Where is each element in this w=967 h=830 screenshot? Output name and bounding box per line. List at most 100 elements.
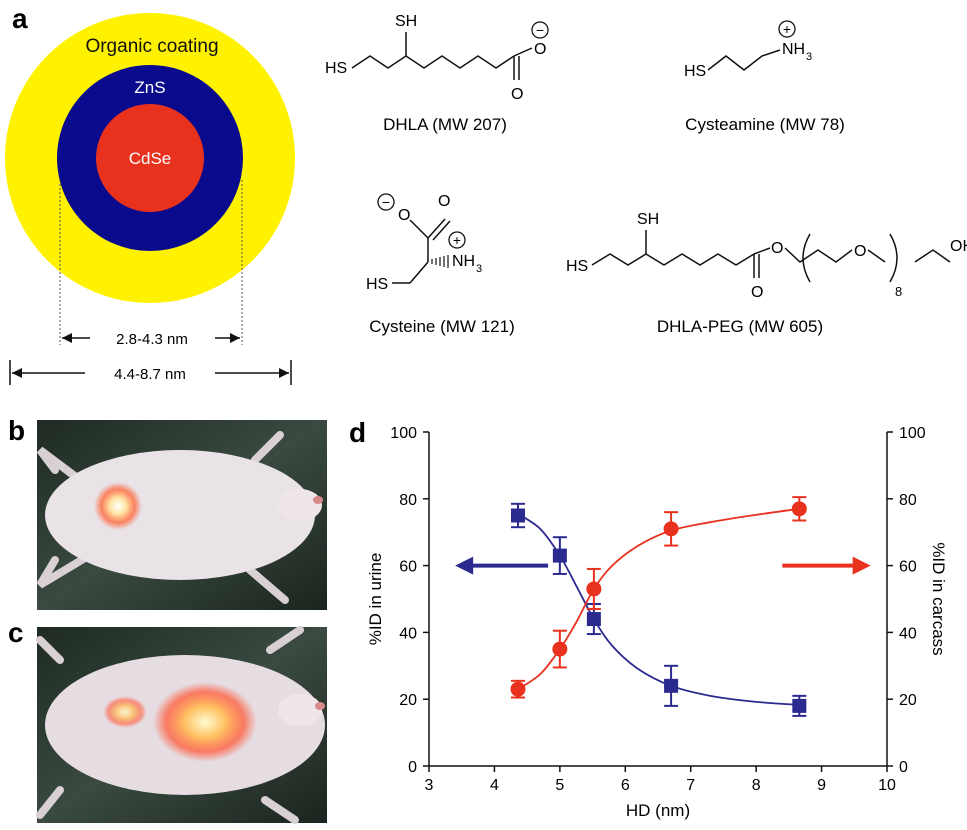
y-axis-label-right: %ID in carcass — [929, 542, 945, 655]
cysteine-negative-charge-icon — [377, 193, 395, 211]
cysteine-o-single: O — [398, 207, 410, 224]
dhla-o-double: O — [511, 86, 523, 103]
x-tick-label: 8 — [752, 777, 761, 794]
cysteine-nh-atom: NH — [452, 253, 475, 270]
x-tick-label: 10 — [878, 777, 896, 794]
y-tick-label-right: 0 — [899, 759, 908, 776]
y-tick-label-right: 100 — [899, 425, 926, 442]
arrow-head-urine — [455, 556, 474, 575]
dhla-peg-o-ester: O — [771, 240, 783, 257]
glow-spot-c-liver — [153, 682, 257, 762]
data-point-carcass — [663, 521, 679, 537]
inner-dim-arrowhead-right — [230, 333, 240, 343]
x-tick-label: 3 — [425, 777, 434, 794]
panel-label-a: a — [12, 3, 28, 34]
cysteine-structure — [392, 218, 451, 284]
chart-error-bars — [510, 496, 807, 717]
dhla-peg-sh-atom: SH — [637, 211, 659, 228]
data-point-urine — [792, 698, 807, 713]
curve-urine — [517, 513, 800, 706]
x-tick-label: 9 — [817, 777, 826, 794]
data-point-carcass — [586, 581, 602, 597]
dhla-peg-hs-atom: HS — [566, 258, 588, 275]
outer-dim-arrowhead-right — [279, 368, 289, 378]
dhla-caption: DHLA (MW 207) — [383, 115, 507, 134]
y-tick-label-right: 80 — [899, 492, 917, 509]
data-point-carcass — [552, 641, 568, 657]
cysteamine-structure — [707, 49, 781, 71]
glow-spot-c-bladder — [103, 696, 147, 728]
cysteine-hashed-bond — [431, 255, 449, 268]
organic-coating-label: Organic coating — [85, 36, 218, 57]
dhla-peg-caption: DHLA-PEG (MW 605) — [657, 317, 823, 336]
zns-label: ZnS — [134, 78, 165, 97]
data-point-urine — [586, 612, 601, 627]
cysteamine-nh3-subscript: 3 — [806, 51, 812, 63]
data-point-carcass — [510, 681, 526, 697]
data-point-urine — [552, 548, 567, 563]
inner-dimension-label: 2.8-4.3 nm — [116, 331, 188, 348]
panel-a: a Organic coating ZnS CdSe 2.8-4.3 nm 4.… — [5, 3, 967, 385]
cysteamine-nh-atom: NH — [782, 41, 805, 58]
x-tick-label: 6 — [621, 777, 630, 794]
cysteine-hs-atom: HS — [366, 276, 388, 293]
chart-arrows — [455, 556, 871, 575]
curve-carcass — [517, 507, 800, 690]
dhla-structure — [351, 32, 533, 80]
outer-dim-arrowhead-left — [12, 368, 22, 378]
panels-b-c: b c — [8, 415, 327, 824]
cdse-label: CdSe — [129, 149, 172, 168]
dhla-negative-charge-icon — [531, 21, 549, 39]
panel-label-b: b — [8, 415, 25, 446]
y-tick-label-left: 20 — [399, 692, 417, 709]
dhla-peg-oh: OH — [950, 238, 967, 255]
cysteine-minus-sign: − — [382, 194, 390, 210]
y-tick-label-left: 40 — [399, 625, 417, 642]
cysteine-caption: Cysteine (MW 121) — [369, 317, 514, 336]
y-tick-label-left: 0 — [408, 759, 417, 776]
dhla-minus-sign: − — [536, 22, 544, 38]
dhla-sh-atom: SH — [395, 13, 417, 30]
data-point-urine — [510, 508, 525, 523]
arrow-head-carcass — [852, 556, 871, 575]
dhla-peg-o-ether: O — [854, 243, 866, 260]
cysteine-plus-sign: + — [453, 232, 461, 248]
data-point-carcass — [791, 501, 807, 517]
cysteine-nh3-subscript: 3 — [476, 263, 482, 275]
dhla-peg-o-double: O — [751, 284, 763, 301]
y-axis-label-left: %ID in urine — [366, 553, 385, 646]
chart-markers — [510, 501, 807, 713]
panel-label-d: d — [349, 417, 366, 448]
cysteamine-caption: Cysteamine (MW 78) — [685, 115, 845, 134]
dhla-peg-repeat-subscript: 8 — [895, 284, 902, 299]
x-axis-label: HD (nm) — [626, 801, 690, 820]
inner-dim-arrowhead-left — [62, 333, 72, 343]
dhla-o-single: O — [534, 41, 546, 58]
cysteamine-positive-charge-icon — [778, 20, 796, 38]
glow-spot-b — [94, 482, 142, 530]
chart-curves — [517, 507, 800, 706]
y-tick-label-left: 100 — [390, 425, 417, 442]
cdse-core — [96, 104, 204, 212]
panel-label-c: c — [8, 617, 24, 648]
outer-dimension-label: 4.4-8.7 nm — [114, 366, 186, 383]
dhla-hs-atom: HS — [325, 60, 347, 77]
cysteine-positive-charge-icon — [448, 231, 466, 249]
data-point-urine — [664, 678, 679, 693]
mouse-photo-c — [36, 626, 327, 824]
y-tick-label-right: 20 — [899, 692, 917, 709]
y-tick-label-left: 60 — [399, 559, 417, 576]
x-tick-label: 7 — [686, 777, 695, 794]
y-tick-label-left: 80 — [399, 492, 417, 509]
mouse-photo-b — [36, 420, 327, 610]
cysteamine-plus-sign: + — [783, 21, 791, 37]
x-tick-label: 4 — [490, 777, 499, 794]
cysteamine-hs-atom: HS — [684, 63, 706, 80]
x-tick-label: 5 — [555, 777, 564, 794]
y-tick-label-right: 60 — [899, 559, 917, 576]
cysteine-o-double: O — [438, 193, 450, 210]
y-tick-label-right: 40 — [899, 625, 917, 642]
